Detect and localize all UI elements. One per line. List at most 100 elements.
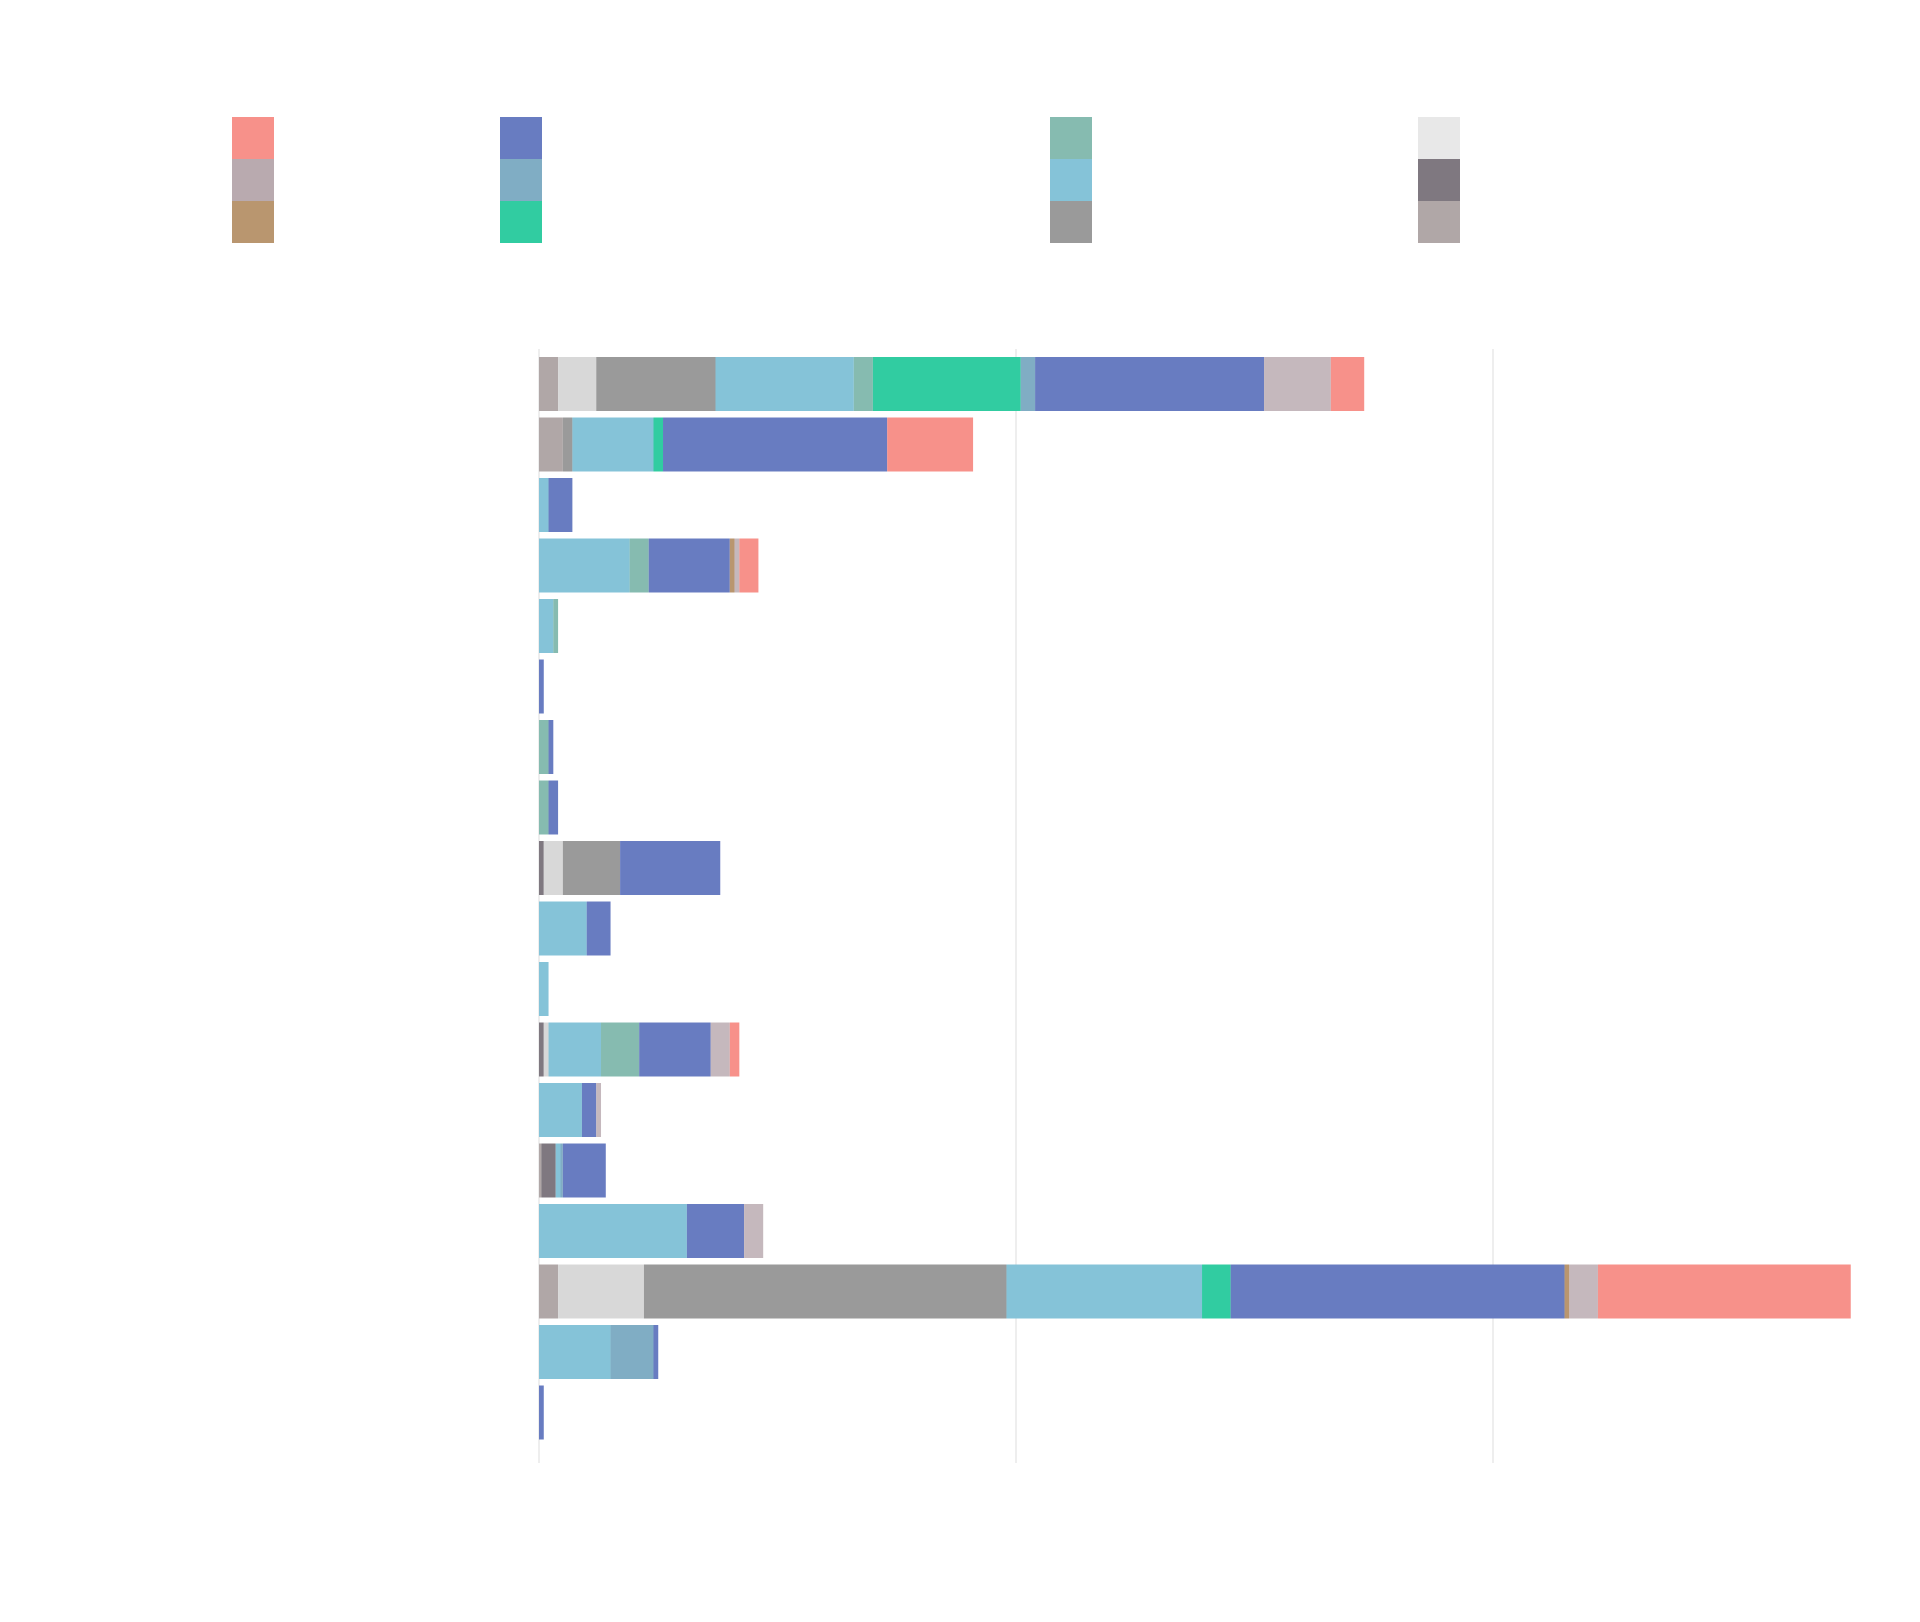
bar-segment-0-4 xyxy=(715,357,854,411)
bar-row-7 xyxy=(539,780,559,835)
bar-segment-3-11 xyxy=(739,538,759,593)
legend xyxy=(232,117,1460,243)
bar-row-4 xyxy=(539,599,559,653)
bar-segment-0-11 xyxy=(1330,357,1365,411)
bar-segment-0-3 xyxy=(596,357,716,411)
bar-segment-2-4 xyxy=(539,478,549,532)
plot-area xyxy=(539,357,1851,1440)
bar-segment-12-10 xyxy=(596,1083,602,1137)
bar-segment-13-1 xyxy=(541,1143,556,1198)
bar-segment-15-0 xyxy=(539,1264,559,1319)
legend-swatch-0 xyxy=(232,117,274,159)
legend-swatch-11 xyxy=(1418,201,1460,243)
bar-segment-6-8 xyxy=(548,720,554,774)
bar-segment-12-8 xyxy=(581,1083,597,1137)
bar-segment-3-10 xyxy=(734,538,740,593)
bar-row-5 xyxy=(539,659,544,714)
bar-segment-2-8 xyxy=(548,478,573,532)
bar-segment-14-4 xyxy=(539,1204,687,1258)
bar-segment-8-2 xyxy=(543,841,563,895)
bar-segment-6-5 xyxy=(539,720,549,774)
bar-segment-3-9 xyxy=(729,538,735,593)
bar-row-13 xyxy=(539,1143,606,1198)
bar-row-11 xyxy=(539,1022,740,1077)
bar-segment-15-11 xyxy=(1597,1264,1851,1319)
bar-segment-17-8 xyxy=(539,1385,544,1440)
bar-segment-5-8 xyxy=(539,659,544,714)
bar-segment-1-11 xyxy=(887,417,974,472)
bar-row-8 xyxy=(539,841,721,895)
bar-segment-14-8 xyxy=(686,1204,745,1258)
bar-segment-15-8 xyxy=(1230,1264,1565,1319)
bar-segment-9-8 xyxy=(586,901,611,956)
legend-swatch-7 xyxy=(1050,159,1092,201)
bar-segment-13-7 xyxy=(560,1143,563,1198)
bar-segment-4-5 xyxy=(553,599,559,653)
bar-segment-1-8 xyxy=(663,417,888,472)
legend-swatch-8 xyxy=(1050,201,1092,243)
legend-swatch-10 xyxy=(1418,159,1460,201)
bar-row-6 xyxy=(539,720,554,774)
legend-swatch-2 xyxy=(232,201,274,243)
bar-row-12 xyxy=(539,1083,602,1137)
bar-row-15 xyxy=(539,1264,1851,1319)
bar-segment-11-5 xyxy=(601,1022,640,1077)
bar-segment-0-7 xyxy=(1020,357,1036,411)
bar-segment-15-3 xyxy=(643,1264,1007,1319)
bar-segment-16-4 xyxy=(539,1325,611,1379)
bar-segment-14-10 xyxy=(744,1204,764,1258)
legend-swatch-4 xyxy=(500,159,542,201)
bar-segment-8-8 xyxy=(620,841,721,895)
bar-segment-1-0 xyxy=(539,417,563,472)
bar-segment-7-8 xyxy=(548,780,559,835)
bar-segment-15-6 xyxy=(1202,1264,1231,1319)
bar-segment-3-8 xyxy=(648,538,730,593)
bar-segment-7-5 xyxy=(539,780,549,835)
bar-row-9 xyxy=(539,901,611,956)
bar-segment-11-10 xyxy=(710,1022,730,1077)
bar-segment-11-1 xyxy=(539,1022,544,1077)
bar-segment-0-5 xyxy=(853,357,873,411)
bar-row-3 xyxy=(539,538,759,593)
bar-segment-4-4 xyxy=(539,599,554,653)
bar-segment-11-2 xyxy=(543,1022,549,1077)
bar-row-17 xyxy=(539,1385,544,1440)
bar-segment-13-4 xyxy=(555,1143,561,1198)
legend-swatch-5 xyxy=(500,201,542,243)
bar-segment-13-8 xyxy=(562,1143,606,1198)
legend-swatch-9 xyxy=(1418,117,1460,159)
bar-segment-8-1 xyxy=(539,841,544,895)
bar-row-16 xyxy=(539,1325,659,1379)
bar-segment-3-4 xyxy=(539,538,630,593)
legend-swatch-3 xyxy=(500,117,542,159)
bar-segment-16-8 xyxy=(653,1325,659,1379)
bar-segment-15-4 xyxy=(1006,1264,1203,1319)
bar-segment-11-4 xyxy=(548,1022,602,1077)
bar-segment-1-4 xyxy=(572,417,654,472)
bar-segment-15-2 xyxy=(558,1264,644,1319)
bar-segment-0-6 xyxy=(872,357,1021,411)
bar-segment-15-9 xyxy=(1564,1264,1570,1319)
bar-row-2 xyxy=(539,478,573,532)
bar-segment-12-4 xyxy=(539,1083,582,1137)
bar-row-10 xyxy=(539,962,549,1016)
bar-segment-11-8 xyxy=(639,1022,711,1077)
bar-segment-15-10 xyxy=(1569,1264,1598,1319)
bar-segment-3-5 xyxy=(629,538,649,593)
bar-segment-11-11 xyxy=(729,1022,740,1077)
bar-segment-0-2 xyxy=(558,357,597,411)
bar-segment-9-4 xyxy=(539,901,587,956)
bar-segment-0-10 xyxy=(1264,357,1331,411)
bar-segment-1-6 xyxy=(653,417,664,472)
bar-row-14 xyxy=(539,1204,764,1258)
bar-segment-16-7 xyxy=(610,1325,654,1379)
bar-segment-0-8 xyxy=(1035,357,1265,411)
bar-row-1 xyxy=(539,417,974,472)
bar-segment-0-0 xyxy=(539,357,559,411)
bar-segment-10-4 xyxy=(539,962,549,1016)
legend-swatch-1 xyxy=(232,159,274,201)
bar-row-0 xyxy=(539,357,1365,411)
